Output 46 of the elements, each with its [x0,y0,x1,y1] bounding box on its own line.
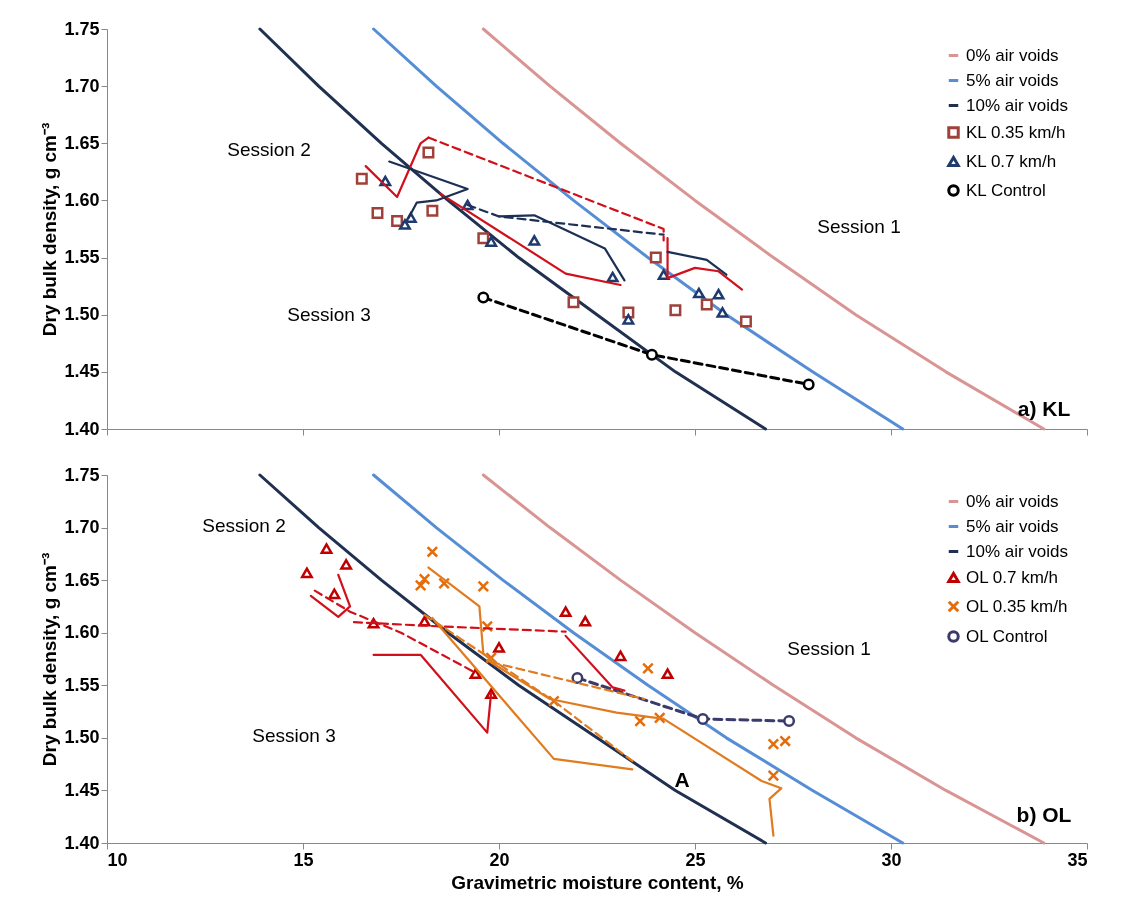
annotation: Session 1 [817,216,901,237]
annotation: Session 3 [287,304,371,325]
annotation: Session 2 [202,515,286,536]
y-tick-label: 1.60 [64,622,100,643]
y-tick-label: 1.40 [64,418,100,439]
annotation: Session 2 [227,139,311,160]
y-tick-label: 1.65 [64,569,100,590]
y-tick-label: 1.55 [64,247,100,268]
y-tick-label: 1.50 [64,727,100,748]
y-tick-label: 1.55 [64,674,100,695]
legend-label: KL 0.7 km/h [966,151,1057,171]
y-tick-label: 1.45 [64,779,100,800]
y-tick-label: 1.45 [64,361,100,382]
x-tick-label: 25 [685,849,706,870]
legend-label: 0% air voids [966,491,1059,511]
legend-label: 10% air voids [966,541,1069,561]
legend-label: 5% air voids [966,70,1059,90]
legend-label: 10% air voids [966,95,1069,115]
y-tick-label: 1.75 [64,464,100,485]
annotation: b) OL [1016,803,1072,826]
y-tick-label: 1.65 [64,132,100,153]
annotation: A [674,768,690,791]
legend-label: KL Control [966,180,1046,200]
legend-label: OL Control [966,626,1048,646]
y-tick-label: 1.60 [64,189,100,210]
annotation: a) KL [1017,397,1071,420]
x-tick-label: 20 [489,849,510,870]
y-tick-label: 1.70 [64,75,100,96]
legend-label: 0% air voids [966,45,1059,65]
legend-label: 5% air voids [966,516,1059,536]
x-tick-label: 30 [881,849,902,870]
legend-label: KL 0.35 km/h [966,122,1066,142]
x-tick-label: 35 [1067,849,1088,870]
y-tick-label: 1.50 [64,304,100,325]
annotation: Session 1 [787,638,871,659]
y-tick-label: 1.40 [64,832,100,853]
y-axis-title: Dry bulk density, g cm⁻³ [39,552,61,767]
x-tick-label: 10 [107,849,128,870]
x-axis-title: Gravimetric moisture content, % [451,871,744,893]
x-tick-label: 15 [293,849,314,870]
legend-label: OL 0.7 km/h [966,567,1058,587]
legend-label: OL 0.35 km/h [966,596,1068,616]
annotation: Session 3 [252,725,336,746]
y-tick-label: 1.70 [64,517,100,538]
y-axis-title: Dry bulk density, g cm⁻³ [39,122,61,337]
y-tick-label: 1.75 [64,18,100,39]
